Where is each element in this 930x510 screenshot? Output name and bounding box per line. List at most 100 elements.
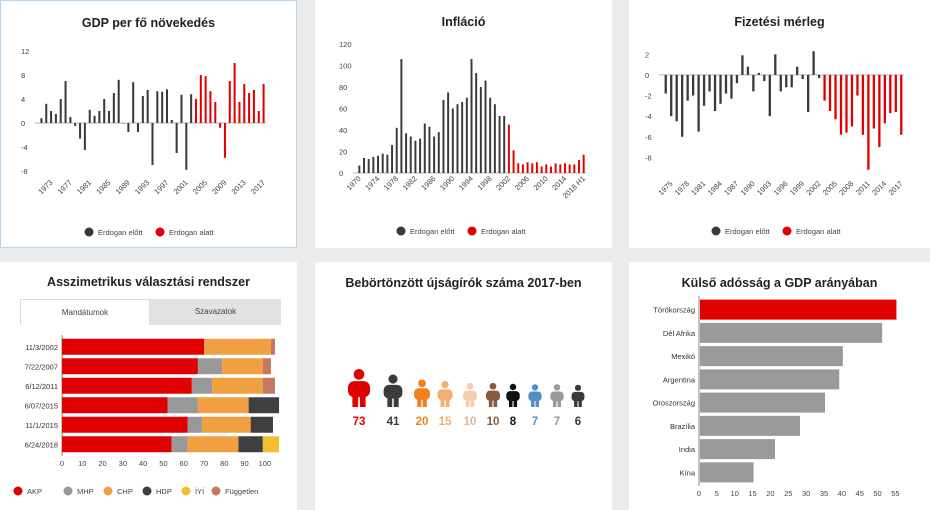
- y-tick-label: 8: [21, 71, 25, 80]
- bar: [540, 166, 543, 173]
- x-tick-label: 1999: [788, 179, 806, 197]
- x-tick-label: 1985: [94, 178, 112, 196]
- bar: [45, 103, 48, 123]
- person-icon: [348, 369, 370, 407]
- tab-szavazatok[interactable]: Szavazatok: [150, 299, 281, 325]
- stacked-segment: [204, 338, 271, 355]
- y-tick-label: 2: [645, 50, 649, 59]
- stacked-segment: [270, 338, 275, 355]
- x-tick-label: 0: [60, 459, 64, 468]
- country-label: Brazília: [670, 422, 696, 431]
- bar: [419, 138, 422, 173]
- x-tick-label: 60: [180, 459, 188, 468]
- bar: [752, 74, 755, 92]
- bar: [554, 163, 557, 173]
- bar: [461, 102, 464, 173]
- legend-dot: [396, 226, 406, 236]
- x-tick-label: 5: [715, 489, 719, 498]
- bar: [465, 97, 468, 173]
- legend-dot: [63, 486, 73, 496]
- legend-label: Erdogan előtt: [98, 228, 144, 237]
- gdp-title: GDP per fő növekedés: [81, 16, 216, 30]
- bar: [828, 74, 832, 111]
- bar: [122, 123, 125, 124]
- bar: [700, 322, 883, 343]
- count-label: 7: [554, 416, 560, 428]
- bar: [681, 74, 684, 137]
- stacked-segment: [167, 397, 198, 414]
- count-label: 10: [464, 416, 477, 428]
- legend-dot: [155, 227, 165, 237]
- bar: [243, 84, 246, 123]
- country-label: India: [679, 445, 696, 454]
- bar: [724, 74, 728, 94]
- x-tick-label: 30: [119, 459, 127, 468]
- bar: [165, 89, 169, 123]
- bar: [872, 74, 876, 129]
- bar: [700, 415, 800, 436]
- bar: [700, 299, 897, 320]
- inflation-title: Infláció: [441, 15, 486, 29]
- x-tick-label: 1987: [722, 179, 740, 197]
- tab-mandatumok[interactable]: Mandátumok: [20, 299, 150, 325]
- y-tick-label: -6: [645, 133, 652, 142]
- bar: [900, 74, 903, 135]
- x-tick-label: 2002: [804, 179, 822, 197]
- y-tick-label: 0: [645, 71, 649, 80]
- stacked-segment: [187, 416, 202, 433]
- balance-title: Fizetési mérleg: [734, 15, 825, 29]
- x-tick-label: 2001: [172, 178, 190, 196]
- bar: [700, 439, 775, 460]
- person-icon: [414, 379, 430, 407]
- person-icon: [437, 381, 453, 407]
- country-label: Törökország: [653, 306, 695, 315]
- x-tick-label: 2014: [870, 179, 888, 197]
- count-label: 73: [353, 416, 366, 428]
- bar: [768, 74, 771, 117]
- stacked-segment: [62, 436, 172, 453]
- bar: [741, 55, 744, 75]
- bar: [517, 163, 520, 173]
- stacked-segment: [62, 416, 188, 433]
- legend-label: Erdogan alatt: [169, 228, 215, 237]
- bar: [127, 123, 130, 132]
- bar: [248, 93, 251, 123]
- x-tick-label: 1975: [656, 179, 674, 197]
- x-tick-label: 35: [820, 489, 828, 498]
- election-panel: Asszimetrikus választási rendszer Mandát…: [0, 262, 297, 510]
- y-tick-label: -4: [21, 143, 28, 152]
- bar: [423, 123, 426, 173]
- stacked-segment: [62, 338, 204, 355]
- bar: [204, 76, 207, 123]
- x-tick-label: 10: [78, 459, 86, 468]
- country-label: Oroszország: [652, 399, 695, 408]
- bar: [823, 74, 826, 101]
- y-tick-label: 12: [21, 47, 29, 56]
- bar: [796, 66, 799, 75]
- country-label: Kína: [680, 468, 696, 477]
- legend-dot: [467, 226, 477, 236]
- x-tick-label: 15: [748, 489, 756, 498]
- x-tick-label: 2011: [854, 179, 872, 197]
- bar: [856, 74, 859, 96]
- bar: [484, 80, 487, 173]
- bar: [850, 74, 854, 127]
- bar: [503, 116, 506, 173]
- y-tick-label: 60: [339, 105, 347, 114]
- y-tick-label: 0: [21, 119, 25, 128]
- bar: [493, 104, 496, 173]
- bar: [790, 74, 793, 88]
- bar: [861, 74, 865, 135]
- bar: [214, 102, 217, 123]
- bar: [386, 154, 389, 173]
- bar: [83, 123, 86, 150]
- country-label: Dél Afrika: [663, 329, 696, 338]
- x-tick-label: 1986: [419, 174, 437, 192]
- y-tick-label: 100: [339, 62, 352, 71]
- bar: [433, 136, 436, 173]
- bar: [470, 59, 473, 173]
- x-tick-label: 1973: [36, 178, 54, 196]
- x-tick-label: 1977: [56, 178, 74, 196]
- legend-label: İYİ: [195, 487, 204, 496]
